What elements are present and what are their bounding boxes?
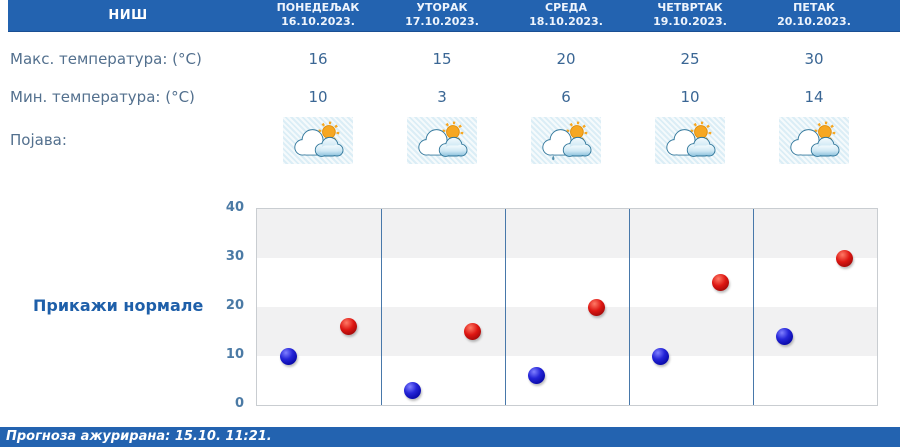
day-name: ЧЕТВРТАК [657,1,723,14]
day-date: 18.10.2023. [529,15,603,28]
y-tick-0: 0 [234,396,244,411]
max-temp-dot [711,274,729,291]
max-temp-value: 16 [308,50,328,68]
y-tick-30: 30 [225,249,244,264]
y-tick-40: 40 [225,200,244,215]
front-cloud [810,136,840,157]
min-temp-dot [403,381,421,399]
raindrop-icon [552,155,555,160]
day-date: 20.10.2023. [777,15,851,28]
day-name: УТОРАК [416,1,468,14]
day-date: 17.10.2023. [405,15,479,28]
chart-day-separator [629,209,630,405]
temperature-chart-plot [256,208,878,406]
max-temp-dot [587,298,605,316]
day-header-tuesday: УТОРАК 17.10.2023. [380,1,504,29]
day-header-monday: ПОНЕДЕЉАК 16.10.2023. [256,1,380,29]
max-temp-row-label: Макс. температура: (°C) [10,50,202,68]
min-temp-value: 3 [437,88,447,106]
min-temp-row-label: Мин. температура: (°C) [10,88,195,106]
max-temp-dot [835,249,853,267]
front-cloud [562,136,592,157]
min-temp-dot [775,327,793,345]
front-cloud [314,136,344,157]
max-temp-value: 15 [432,50,452,68]
day-name: СРЕДА [545,1,587,14]
min-temp-dot [527,367,545,385]
y-tick-10: 10 [225,347,244,362]
forecast-header-bar: НИШ ПОНЕДЕЉАК 16.10.2023. УТОРАК 17.10.2… [8,0,900,32]
max-temp-value: 25 [680,50,700,68]
partly-cloudy-light-rain-icon [542,120,592,160]
day-header-thursday: ЧЕТВРТАК 19.10.2023. [628,1,752,29]
weather-icon-tile-friday [779,117,849,164]
day-date: 16.10.2023. [281,15,355,28]
partly-cloudy-sun-clouds-icon [790,120,840,157]
partly-cloudy-sun-clouds-icon [666,120,716,157]
max-temp-dot [463,323,481,340]
forecast-updated-bar: Прогноза ажурирана: 15.10. 11:21. [0,427,900,447]
weather-icon-tile-monday [283,117,353,164]
day-name: ПЕТАК [793,1,835,14]
y-tick-20: 20 [225,298,244,313]
day-header-wednesday: СРЕДА 18.10.2023. [504,1,628,29]
city-name: НИШ [108,8,148,23]
weather-icon-tile-tuesday [407,117,477,164]
partly-cloudy-sun-clouds-icon [418,120,468,157]
front-cloud [438,136,468,157]
max-temp-value: 20 [556,50,576,68]
phenomenon-row-label: Појава: [10,131,67,149]
front-cloud [686,136,716,157]
min-temp-value: 10 [308,88,328,106]
min-temp-value: 10 [680,88,700,106]
day-name: ПОНЕДЕЉАК [276,1,360,14]
weather-icon-tile-thursday [655,117,725,164]
chart-day-separator [381,209,382,405]
weather-icon-tile-wednesday [531,117,601,164]
forecast-updated-text: Прогноза ажурирана: 15.10. 11:21. [6,429,272,444]
partly-cloudy-sun-clouds-icon [294,120,344,157]
max-temp-value: 30 [804,50,824,68]
min-temp-value: 6 [561,88,571,106]
chart-day-separator [505,209,506,405]
min-temp-dot [651,347,669,365]
day-date: 19.10.2023. [653,15,727,28]
chart-day-separator [753,209,754,405]
show-normals-link[interactable]: Прикажи нормале [33,296,204,315]
max-temp-dot [339,318,357,336]
min-temp-value: 14 [804,88,824,106]
day-header-friday: ПЕТАК 20.10.2023. [752,1,876,29]
min-temp-dot [279,347,297,365]
